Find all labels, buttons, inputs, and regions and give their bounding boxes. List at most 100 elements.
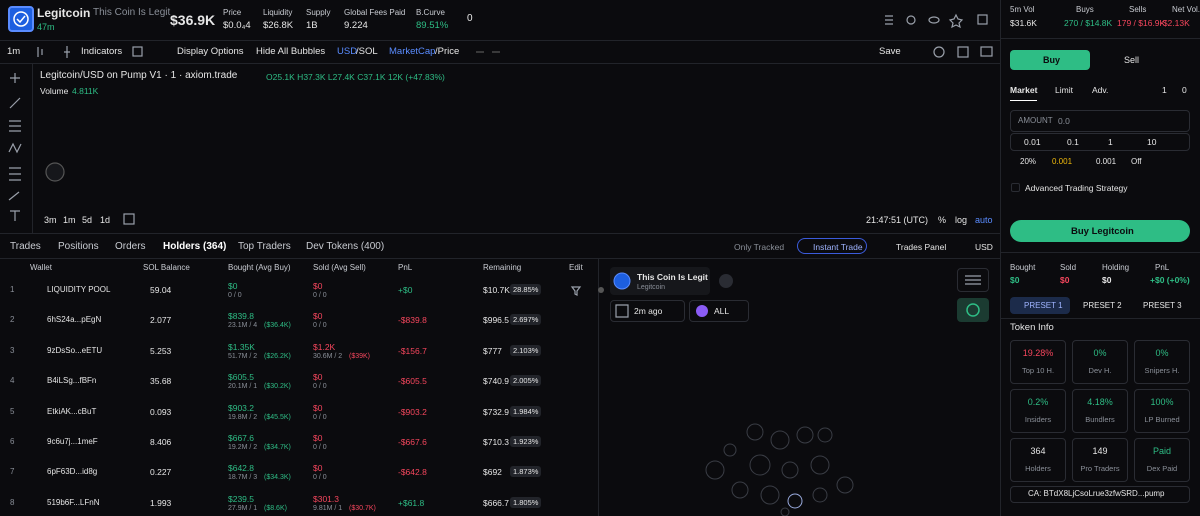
contract-box[interactable] bbox=[1010, 486, 1190, 503]
verify-icon bbox=[719, 274, 733, 288]
wallet: B4iLSg...fBFn bbox=[47, 376, 97, 386]
tab: Orders bbox=[115, 241, 146, 252]
bubble-button[interactable] bbox=[957, 298, 989, 322]
info-value: 0.2% bbox=[1027, 397, 1049, 407]
stat-value: 1B bbox=[306, 20, 318, 31]
tab: Top Traders bbox=[238, 241, 291, 252]
tab-option: Only Tracked bbox=[734, 242, 785, 252]
menu-icon[interactable] bbox=[885, 15, 893, 25]
share-icon[interactable] bbox=[906, 15, 916, 25]
list-button[interactable] bbox=[957, 268, 989, 292]
copy-icon[interactable] bbox=[977, 14, 988, 25]
info-cell bbox=[1072, 438, 1128, 482]
measure-tool[interactable] bbox=[9, 167, 21, 181]
crosshair-tool[interactable] bbox=[10, 73, 20, 83]
info-cell bbox=[1010, 340, 1066, 384]
sold-detail: 30.6M / 2 bbox=[313, 352, 343, 360]
rank: 4 bbox=[10, 376, 15, 386]
preset-tab: PRESET 3 bbox=[1143, 301, 1182, 310]
stat-label: Supply bbox=[306, 8, 331, 17]
indicator-icon[interactable] bbox=[64, 46, 70, 58]
remaining: $732.9 bbox=[483, 406, 509, 417]
column-header: Edit bbox=[569, 263, 583, 272]
column-header: Sold (Avg Sell) bbox=[313, 263, 366, 272]
clock: 21:47:51 (UTC) bbox=[866, 215, 929, 225]
wallet-count: 0 bbox=[1182, 85, 1187, 95]
sold: $0 bbox=[313, 463, 323, 474]
trade-setting: 0.001 bbox=[1052, 157, 1073, 166]
stat-value: 9.224 bbox=[344, 20, 368, 31]
sol-balance: 5.253 bbox=[150, 345, 172, 356]
grid-icon[interactable] bbox=[132, 46, 143, 57]
star-icon[interactable] bbox=[948, 13, 964, 29]
sold: $0 bbox=[313, 311, 323, 322]
filter-pill[interactable] bbox=[689, 300, 749, 322]
pnl: -$156.7 bbox=[398, 345, 427, 356]
tab: Trades bbox=[10, 241, 41, 252]
info-label: Dev H. bbox=[1088, 366, 1112, 375]
bubble-map bbox=[705, 423, 854, 516]
position-label: Bought bbox=[1010, 263, 1036, 272]
vol-value: -$2.13K bbox=[1160, 18, 1190, 28]
amount-label: AMOUNT bbox=[1018, 116, 1053, 125]
list-icon bbox=[965, 275, 981, 285]
info-value: 100% bbox=[1150, 397, 1174, 407]
toolbar-alt-currency: /SOL bbox=[356, 46, 378, 57]
preset-active[interactable] bbox=[1010, 297, 1070, 314]
chart-title: Legitcoin/USD on Pump V1 · 1 · axiom.tra… bbox=[40, 70, 238, 81]
bought: $642.8 bbox=[228, 463, 254, 474]
trade-setting: Off bbox=[1131, 157, 1142, 166]
sol-balance: 0.093 bbox=[150, 406, 172, 417]
buy-tab[interactable] bbox=[1010, 50, 1090, 70]
time-pill[interactable] bbox=[610, 300, 685, 322]
text-tool[interactable] bbox=[10, 210, 20, 221]
divider bbox=[0, 40, 1000, 41]
stat-value: $0.0₄4 bbox=[223, 20, 251, 31]
axis-option: auto bbox=[975, 215, 993, 225]
sold: $0 bbox=[313, 281, 323, 291]
fullscreen-icon[interactable] bbox=[957, 46, 969, 58]
info-label: Pro Traders bbox=[1080, 464, 1120, 473]
pnl: +$0 bbox=[398, 285, 413, 295]
divider bbox=[0, 63, 1000, 64]
info-cell bbox=[1134, 340, 1190, 384]
vol-value: $31.6K bbox=[1010, 18, 1037, 28]
info-value: 0% bbox=[1093, 348, 1107, 358]
sold-avg: ($30.7K) bbox=[349, 504, 376, 512]
preset-tab: PRESET 1 bbox=[1024, 301, 1063, 310]
rank: 5 bbox=[10, 406, 15, 416]
instant-trade-pill[interactable] bbox=[797, 238, 867, 254]
range-option: 1m bbox=[63, 215, 76, 225]
token-tagline: This Coin Is Legit bbox=[93, 7, 171, 18]
pattern-tool[interactable] bbox=[8, 142, 22, 154]
filter-avatar bbox=[696, 305, 708, 317]
position-label: Holding bbox=[1102, 263, 1130, 272]
graphics bbox=[8, 13, 993, 516]
candle-icon[interactable] bbox=[37, 47, 43, 57]
bubble bbox=[749, 454, 771, 476]
collapse-handle[interactable] bbox=[598, 287, 604, 293]
info-label: Dex Paid bbox=[1146, 464, 1178, 473]
info-value: 364 bbox=[1030, 446, 1046, 456]
wallet: LIQUIDITY POOL bbox=[47, 285, 111, 294]
wallet: 519b6F...LFnN bbox=[47, 497, 100, 507]
watch-icon[interactable] bbox=[928, 16, 940, 24]
side-sell: Sell bbox=[1124, 55, 1140, 65]
coin-avatar bbox=[613, 272, 631, 290]
stat-value: $26.8K bbox=[263, 20, 294, 31]
checkbox[interactable] bbox=[1011, 183, 1020, 192]
calendar-icon[interactable] bbox=[123, 213, 135, 225]
info-cell bbox=[1072, 389, 1128, 433]
bought-avg: ($34.7K) bbox=[264, 444, 291, 451]
sold-detail: 9.81M / 1 bbox=[313, 504, 343, 512]
amount-preset: 1 bbox=[1108, 137, 1113, 147]
brush-tool[interactable] bbox=[8, 191, 20, 201]
fib-tool[interactable] bbox=[9, 120, 21, 132]
remaining-percent: 2.103% bbox=[510, 344, 542, 356]
settings-icon[interactable] bbox=[933, 46, 945, 58]
line-tool[interactable] bbox=[9, 97, 21, 109]
remaining: $10.7K bbox=[483, 285, 510, 295]
amount-input[interactable] bbox=[1010, 110, 1190, 132]
buy-button[interactable] bbox=[1010, 220, 1190, 242]
camera-icon[interactable] bbox=[980, 46, 993, 57]
